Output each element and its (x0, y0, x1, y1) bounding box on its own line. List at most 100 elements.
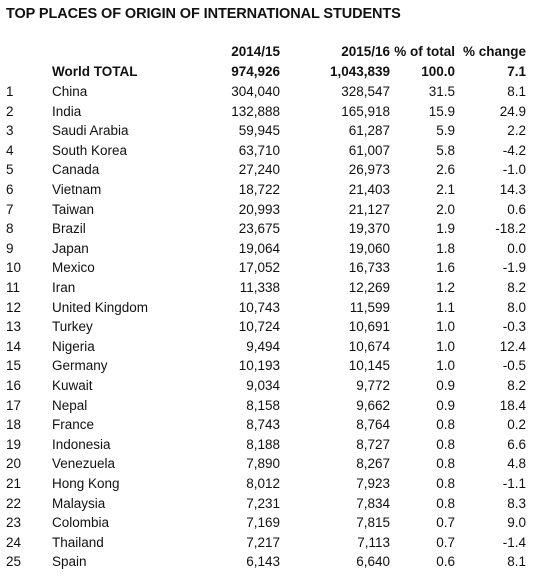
value-2014-15-cell: 132,888 (231, 103, 280, 119)
rank-cell: 22 (6, 495, 22, 511)
table-row: 6 Vietnam 18,722 21,403 2.1 14.3 (0, 180, 541, 200)
value-2014-15-cell: 18,722 (238, 182, 280, 197)
place-cell: Kuwait (52, 378, 93, 393)
pct-total-cell: 0.8 (436, 436, 455, 452)
pct-change-cell: 4.8 (507, 456, 526, 472)
value-2014-15-cell: 8,158 (246, 397, 280, 413)
place-cell: Japan (52, 240, 89, 256)
pct-change-cell: 8.2 (507, 378, 526, 393)
rank-cell: 19 (6, 436, 22, 452)
rank-cell: 20 (6, 456, 22, 472)
value-2015-16-cell: 8,727 (356, 436, 390, 452)
table-row: 9 Japan 19,064 19,060 1.8 0.0 (0, 239, 541, 259)
total-label: World TOTAL (52, 64, 138, 79)
value-2015-16-cell: 19,060 (348, 240, 390, 256)
value-2014-15-cell: 23,675 (238, 221, 280, 237)
value-2014-15-cell: 20,993 (238, 201, 280, 217)
place-cell: Indonesia (52, 436, 111, 452)
pct-total-cell: 15.9 (428, 103, 455, 119)
rank-cell: 15 (6, 358, 22, 374)
place-cell: Saudi Arabia (52, 123, 129, 139)
value-2014-15-cell: 8,012 (246, 476, 280, 491)
value-2015-16-cell: 8,764 (356, 417, 390, 433)
value-2014-15-cell: 7,231 (246, 495, 280, 511)
pct-change-cell: -1.4 (502, 534, 526, 550)
place-cell: Iran (52, 280, 76, 295)
value-2015-16-cell: 12,269 (348, 280, 390, 295)
rank-cell: 1 (6, 84, 14, 99)
total-2015-16: 1,043,839 (329, 64, 390, 79)
world-total-row: World TOTAL 974,926 1,043,839 100.0 7.1 (0, 62, 541, 81)
rank-cell: 24 (6, 534, 22, 550)
place-cell: Vietnam (52, 182, 102, 197)
pct-change-cell: 18.4 (499, 397, 526, 413)
col-header-2015-16: 2015/16 (341, 44, 390, 59)
place-cell: Nigeria (52, 338, 95, 354)
pct-change-cell: 0.0 (507, 240, 526, 256)
value-2014-15-cell: 27,240 (238, 162, 280, 178)
place-cell: United Kingdom (52, 299, 149, 315)
value-2015-16-cell: 10,691 (348, 319, 390, 335)
table-row: 3 Saudi Arabia 59,945 61,287 5.9 2.2 (0, 121, 541, 141)
value-2015-16-cell: 7,815 (356, 515, 390, 531)
table-row: 23 Colombia 7,169 7,815 0.7 9.0 (0, 513, 541, 533)
pct-change-cell: 8.1 (507, 554, 526, 570)
place-cell: South Korea (52, 142, 128, 158)
total-2014-15: 974,926 (231, 64, 280, 79)
rank-cell: 18 (6, 417, 22, 433)
pct-change-cell: -0.5 (502, 358, 526, 374)
value-2015-16-cell: 6,640 (356, 554, 390, 570)
pct-total-cell: 31.5 (428, 84, 455, 99)
pct-total-cell: 1.9 (436, 221, 455, 237)
place-cell: Hong Kong (52, 476, 120, 491)
value-2014-15-cell: 19,064 (238, 240, 280, 256)
value-2014-15-cell: 7,169 (246, 515, 280, 531)
pct-change-cell: 8.2 (507, 280, 526, 295)
value-2015-16-cell: 61,007 (348, 142, 390, 158)
place-cell: Nepal (52, 397, 88, 413)
place-cell: France (52, 417, 95, 433)
pct-total-cell: 1.0 (436, 358, 455, 374)
value-2015-16-cell: 7,113 (357, 534, 390, 550)
pct-change-cell: 0.6 (507, 201, 526, 217)
table-row: 24 Thailand 7,217 7,113 0.7 -1.4 (0, 533, 541, 553)
pct-total-cell: 0.7 (436, 534, 455, 550)
table-row: 14 Nigeria 9,494 10,674 1.0 12.4 (0, 337, 541, 357)
place-cell: Germany (52, 358, 108, 374)
place-cell: Brazil (52, 221, 86, 237)
table-row: 21 Hong Kong 8,012 7,923 0.8 -1.1 (0, 474, 541, 494)
pct-total-cell: 1.6 (436, 260, 455, 276)
place-cell: China (52, 84, 88, 99)
value-2015-16-cell: 19,370 (348, 221, 390, 237)
rank-cell: 14 (6, 338, 22, 354)
pct-change-cell: 24.9 (499, 103, 526, 119)
value-2015-16-cell: 8,267 (356, 456, 390, 472)
total-pct-change: 7.1 (507, 64, 526, 79)
table-row: 17 Nepal 8,158 9,662 0.9 18.4 (0, 396, 541, 416)
value-2014-15-cell: 304,040 (231, 84, 280, 99)
pct-total-cell: 2.0 (436, 201, 455, 217)
pct-change-cell: 8.1 (507, 84, 526, 99)
pct-change-cell: -1.0 (502, 162, 526, 178)
value-2014-15-cell: 10,193 (238, 358, 280, 374)
value-2014-15-cell: 17,052 (238, 260, 280, 276)
pct-total-cell: 1.8 (436, 240, 455, 256)
value-2014-15-cell: 11,338 (239, 280, 280, 295)
value-2014-15-cell: 8,743 (246, 417, 280, 433)
table-row: 8 Brazil 23,675 19,370 1.9 -18.2 (0, 219, 541, 239)
pct-change-cell: -18.2 (495, 221, 526, 237)
rank-cell: 3 (6, 123, 14, 139)
pct-total-cell: 0.7 (436, 515, 455, 531)
pct-total-cell: 1.0 (436, 338, 455, 354)
pct-total-cell: 5.8 (436, 142, 455, 158)
pct-total-cell: 1.2 (436, 280, 455, 295)
rank-cell: 8 (6, 221, 14, 237)
pct-change-cell: -0.3 (502, 319, 526, 335)
rank-cell: 7 (6, 201, 14, 217)
value-2014-15-cell: 6,143 (246, 554, 280, 570)
value-2014-15-cell: 8,188 (246, 436, 280, 452)
value-2015-16-cell: 21,403 (348, 182, 390, 197)
rank-cell: 6 (6, 182, 14, 197)
pct-change-cell: -4.2 (502, 142, 526, 158)
